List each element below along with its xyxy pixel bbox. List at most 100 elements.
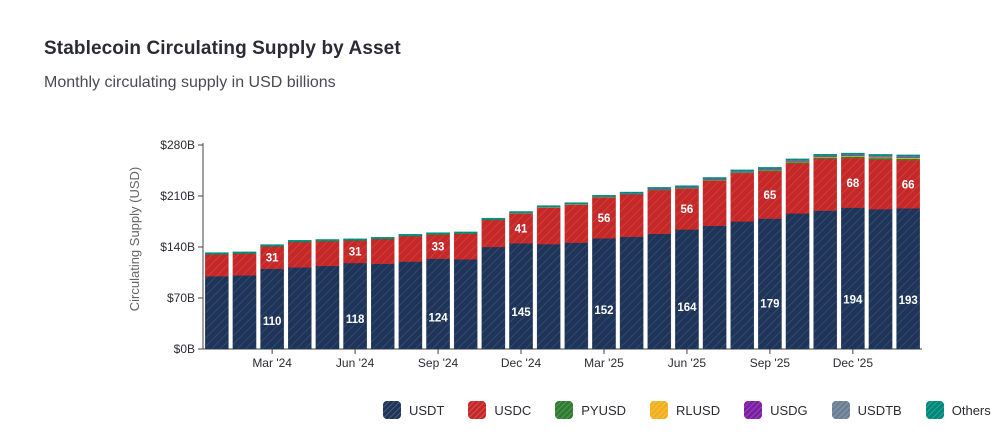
legend-label: PYUSD [581,402,627,418]
x-tick-label: Sep '25 [750,356,791,370]
bar-segment-others [232,251,257,254]
bar-segment-others [841,152,865,155]
legend-item-usdtb[interactable]: USDTB [831,401,902,419]
bar-segment-pyusd [813,157,837,159]
legend-swatch [831,401,850,419]
y-tick-label: $70B [167,291,195,305]
bar-segment-usdt [592,238,616,350]
bar-segment-usdc [785,163,810,214]
data-label: 124 [428,312,448,324]
bar-segment-usdt [813,210,837,350]
bar-segment-usdt [758,218,782,350]
legend-label: USDG [770,402,808,418]
bar-segment-usdc [647,190,672,235]
data-label: 56 [598,213,611,225]
legend-label: RLUSD [676,402,721,418]
bar-segment-usdt [675,229,699,350]
x-tick-label: Sep '24 [418,356,459,370]
bar-segment-others [370,237,395,239]
bar-segment-usdc [730,173,755,222]
bar-segment-usdt [481,246,506,350]
legend-item-usdg[interactable]: USDG [744,401,808,419]
bar-segment-others [813,153,837,156]
chart-subtitle: Monthly circulating supply in USD billio… [44,74,336,91]
y-tick-label: $280B [160,138,195,152]
chart-legend: USDT USDC PYUSD RLUSD USDG USDTB Others [383,401,1000,419]
bar-segment-usdc [205,254,229,277]
bar-segment-others [785,158,810,161]
bar-segment-others [398,234,423,236]
bar-segment-usdt [315,265,340,350]
data-label: 41 [515,223,528,235]
legend-item-others[interactable]: Others [925,401,991,419]
bar-segment-pyusd [868,157,893,160]
bar-segment-usdc [702,180,727,227]
data-label: 179 [760,298,779,310]
x-tick-label: Jun '25 [668,356,707,370]
legend-item-rlusd[interactable]: RLUSD [650,401,720,419]
bar-segment-usdc [315,241,340,267]
x-tick-label: Dec '25 [833,356,874,370]
y-tick-label: $0B [174,342,195,356]
data-label: 65 [764,190,777,202]
bar-segment-usdc [232,253,257,276]
bar-segment-usdt [288,267,312,350]
bar-segment-usdc [536,207,561,245]
bar-segment-usdt [841,207,865,350]
legend-swatch [650,401,669,419]
data-label: 110 [263,316,282,328]
bar-segment-others [619,191,644,194]
legend-swatch [555,401,574,419]
legend-label: USDT [409,402,445,418]
bar-segment-usdc [370,238,395,264]
bar-segment-usdt [260,268,284,350]
data-label: 31 [349,247,362,259]
data-label: 33 [432,242,445,254]
data-label: 193 [899,295,918,307]
bar-segment-pyusd [785,161,810,164]
bar-segment-usdc [398,235,423,262]
bar-segment-others [592,194,616,197]
data-label: 31 [266,253,279,265]
bar-segment-usdt [785,213,810,350]
bar-segment-others [868,154,893,156]
bar-segment-usdt [730,221,755,350]
bar-segment-others [647,187,672,189]
y-tick-label: $140B [160,240,195,254]
bar-segment-usdt [509,243,533,350]
bar-segment-usdt [536,243,561,350]
bar-segment-others [343,238,367,241]
y-tick-label: $210B [160,189,195,203]
legend-item-pyusd[interactable]: PYUSD [555,401,626,419]
data-label: 56 [681,204,694,216]
x-tick-label: Dec '24 [501,356,542,370]
bar-segment-usdc [481,219,506,248]
legend-item-usdt[interactable]: USDT [383,401,444,419]
bar-segment-usdc [564,204,589,243]
bar-segment-others [481,217,506,220]
legend-item-usdc[interactable]: USDC [468,401,531,419]
bar-segment-usdt [868,208,893,350]
bar-segment-usdc [453,233,478,260]
data-label: 152 [594,305,613,317]
bar-segment-others [205,252,229,255]
bar-segment-usdc [288,241,312,268]
bar-segment-others [675,185,699,188]
data-label: 66 [902,179,915,191]
bar-segment-usdt [647,233,672,350]
bar-segment-usdt [564,242,589,350]
bar-segment-others [509,211,533,214]
bar-segment-others [730,169,755,172]
bar-segment-usdt [398,261,423,350]
bar-segment-others [288,240,312,242]
bar-segment-pyusd [896,158,920,161]
bar-segment-usdt [205,275,229,350]
bar-segment-others [702,177,727,180]
chart-title: Stablecoin Circulating Supply by Asset [44,38,401,59]
bar-segment-others [426,232,450,235]
legend-swatch [468,401,487,419]
bar-segment-others [453,231,478,234]
y-axis-label: Circulating Supply (USD) [127,167,142,312]
bar-segment-usdc [813,158,837,211]
